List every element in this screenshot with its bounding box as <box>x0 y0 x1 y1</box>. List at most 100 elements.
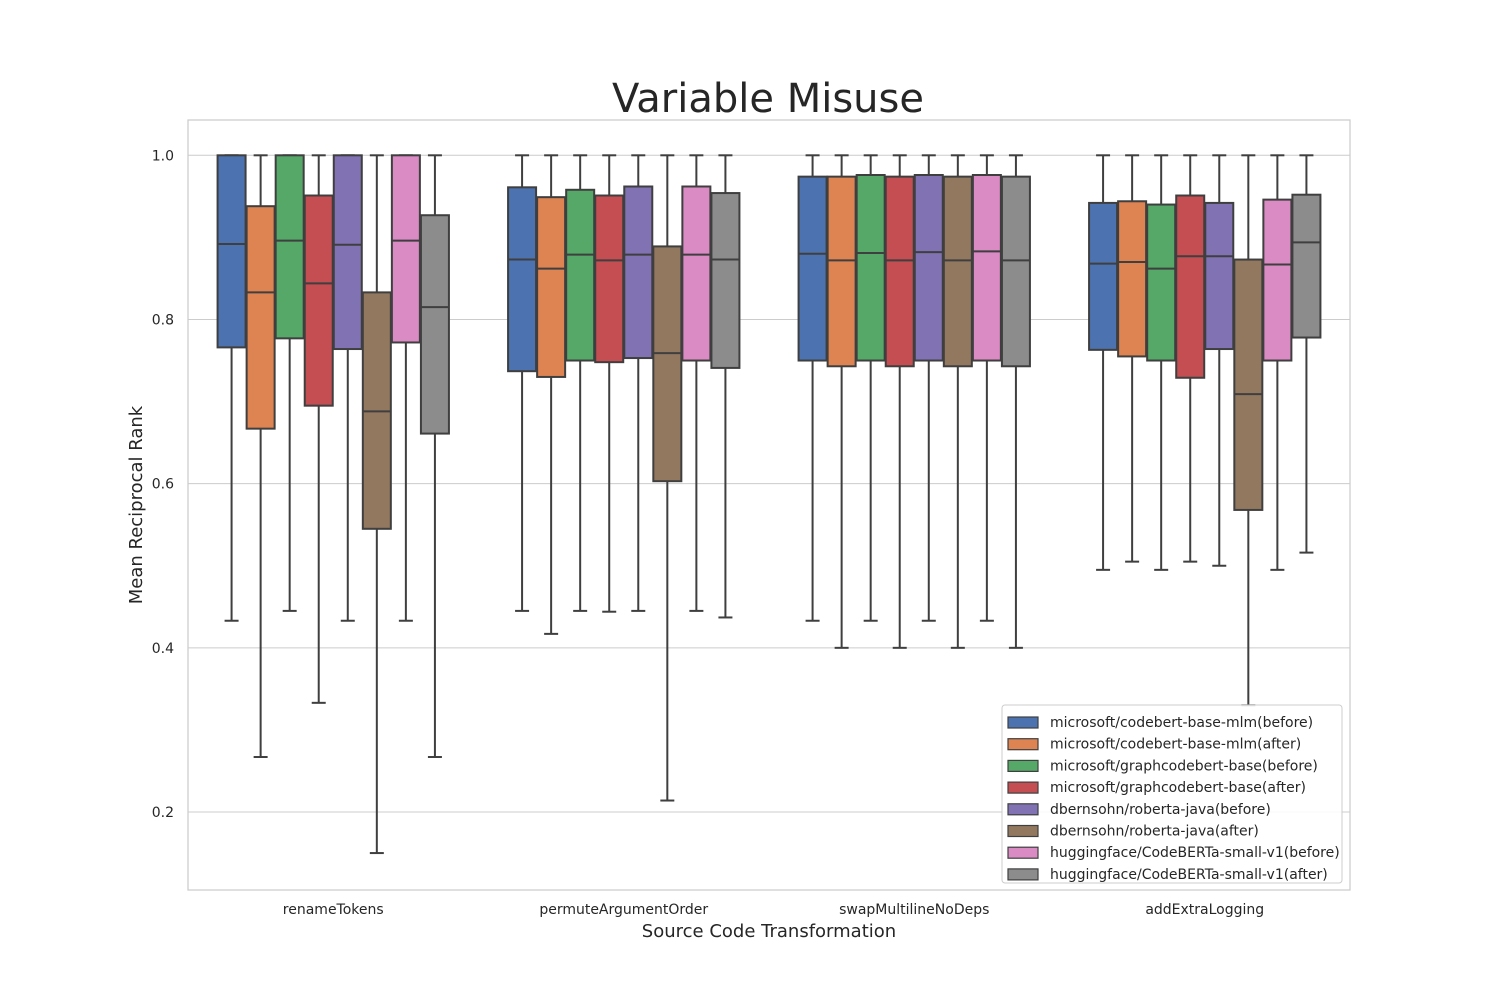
legend-label: dbernsohn/roberta-java(before) <box>1050 802 1271 818</box>
legend-item: huggingface/CodeBERTa-small-v1(before) <box>1007 845 1340 861</box>
box-body <box>1175 194 1206 379</box>
box <box>274 154 305 612</box>
legend-swatch <box>1007 803 1039 816</box>
box <box>942 154 973 649</box>
y-tick-label: 0.2 <box>152 805 174 821</box>
box-body <box>303 194 334 407</box>
box-body <box>1262 198 1293 362</box>
box <box>1262 154 1293 571</box>
box-body <box>216 154 247 349</box>
box <box>1146 154 1177 571</box>
chart-title: Variable Misuse <box>612 76 924 122</box>
y-axis-label: Mean Reciprocal Rank <box>126 405 147 604</box>
legend-label: dbernsohn/roberta-java(after) <box>1050 824 1259 840</box>
legend-swatch <box>1007 846 1039 859</box>
y-tick-label: 0.8 <box>152 312 174 328</box>
box <box>913 154 944 622</box>
box-body <box>274 154 305 340</box>
legend-swatch <box>1007 868 1039 881</box>
box <box>652 154 683 802</box>
box-body <box>594 194 625 364</box>
x-axis-ticks: renameTokens permuteArgumentOrder swapMult… <box>283 902 1264 918</box>
box-body <box>332 154 363 351</box>
box <box>536 154 567 635</box>
category-group-permuteArgumentOrder <box>507 154 741 802</box>
legend-label: microsoft/codebert-base-mlm(after) <box>1050 737 1301 753</box>
legend-swatch <box>1007 781 1039 794</box>
box-body <box>1233 258 1264 511</box>
box <box>681 154 712 612</box>
legend-frame <box>1001 704 1343 884</box>
y-tick-label: 1.0 <box>152 148 174 164</box>
legend-label: huggingface/CodeBERTa-small-v1(after) <box>1050 867 1328 883</box>
box <box>1175 154 1206 563</box>
legend-item: microsoft/graphcodebert-base(before) <box>1007 758 1318 774</box>
box-body <box>1291 193 1322 339</box>
box <box>623 154 654 612</box>
x-tick-label: permuteArgumentOrder <box>539 902 708 918</box>
box-body <box>884 175 915 368</box>
box <box>971 154 1002 622</box>
box <box>710 154 741 619</box>
box-body <box>1117 200 1148 358</box>
box <box>884 154 915 649</box>
box-body <box>1146 203 1177 362</box>
box <box>1291 154 1322 554</box>
legend-label: huggingface/CodeBERTa-small-v1(before) <box>1050 845 1340 861</box>
box-body <box>826 175 857 368</box>
box-body <box>623 185 654 360</box>
box <box>216 154 247 622</box>
box-body <box>913 174 944 362</box>
box <box>419 154 450 759</box>
box-body <box>971 174 1002 362</box>
box <box>826 154 857 649</box>
y-tick-label: 0.6 <box>152 477 174 493</box>
legend-label: microsoft/codebert-base-mlm(before) <box>1050 715 1313 731</box>
box-body <box>1204 201 1235 351</box>
box <box>1000 154 1031 649</box>
box-body <box>942 175 973 368</box>
x-tick-label: addExtraLogging <box>1145 902 1264 918</box>
legend-item: microsoft/graphcodebert-base(after) <box>1007 780 1306 796</box>
box-body <box>390 154 421 344</box>
box-body <box>565 188 596 362</box>
box-body <box>652 245 683 483</box>
box <box>797 154 828 622</box>
box-body <box>1088 201 1119 351</box>
box <box>1088 154 1119 571</box>
legend-swatch <box>1007 716 1039 729</box>
legend-item: microsoft/codebert-base-mlm(after) <box>1007 737 1301 753</box>
plot-frame <box>187 119 1351 891</box>
legend-label: microsoft/graphcodebert-base(after) <box>1050 780 1306 796</box>
box <box>594 154 625 613</box>
category-group-renameTokens <box>216 154 450 855</box>
box <box>855 154 886 622</box>
box-body <box>1000 175 1031 368</box>
x-tick-label: swapMultilineNoDeps <box>839 902 989 918</box>
legend-item: huggingface/CodeBERTa-small-v1(after) <box>1007 867 1328 883</box>
box-body <box>855 174 886 362</box>
box-body <box>245 205 276 430</box>
x-axis-label: Source Code Transformation <box>642 921 896 942</box>
y-tick-label: 0.4 <box>152 641 174 657</box>
category-group-swapMultilineNoDeps <box>797 154 1031 649</box>
legend-swatch <box>1007 824 1039 838</box>
legend-item: dbernsohn/roberta-java(after) <box>1007 824 1259 840</box>
box-body <box>507 186 538 373</box>
box <box>303 154 334 704</box>
box-body <box>710 192 741 369</box>
box-body <box>681 185 712 362</box>
x-tick-label: renameTokens <box>283 902 384 918</box>
box-body <box>797 175 828 362</box>
box <box>361 154 392 855</box>
box <box>507 154 538 612</box>
legend-item: microsoft/codebert-base-mlm(before) <box>1007 715 1313 731</box>
y-axis-ticks: 0.2 0.4 0.6 0.8 1.0 <box>152 148 174 821</box>
legend: microsoft/codebert-base-mlm(before) micro… <box>1001 704 1343 884</box>
legend-item: dbernsohn/roberta-java(before) <box>1007 802 1271 818</box>
box-body <box>419 214 450 435</box>
box <box>1117 154 1148 563</box>
legend-label: microsoft/graphcodebert-base(before) <box>1050 758 1318 774</box>
box <box>245 154 276 759</box>
